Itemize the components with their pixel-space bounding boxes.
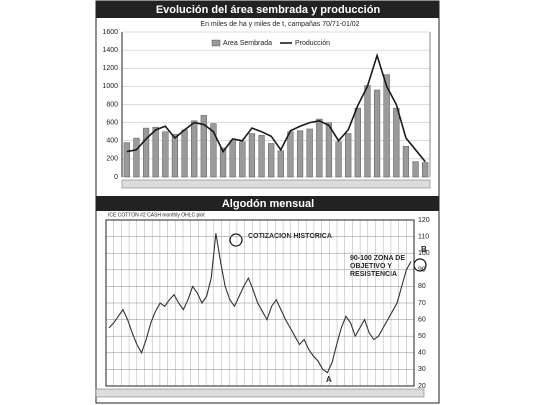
bar	[373, 89, 381, 178]
title-bar	[96, 196, 439, 211]
bar	[296, 130, 304, 178]
bar	[402, 145, 410, 178]
bar	[229, 140, 236, 178]
bar	[200, 115, 207, 178]
bar	[219, 147, 227, 178]
line	[126, 52, 426, 163]
y-tick-label: 110	[418, 233, 429, 240]
annotation: COTIZACION HISTORICA	[248, 233, 332, 240]
bar	[354, 107, 361, 178]
highlight-circle	[229, 233, 243, 247]
bar	[412, 161, 419, 178]
y-tick-label: 1200	[102, 65, 118, 72]
y-tick-label: 80	[418, 283, 426, 290]
bar	[383, 74, 390, 178]
y-tick-label: 30	[418, 366, 426, 373]
chart-title: Evolución del área sembrada y producción	[156, 4, 381, 16]
bar	[422, 162, 429, 178]
bar	[325, 122, 333, 178]
bar	[345, 133, 352, 178]
annotation: A	[326, 375, 332, 384]
bar	[162, 131, 169, 178]
y-tick-label: 40	[418, 350, 426, 357]
y-tick-label: 100	[418, 250, 430, 257]
plot-frame	[105, 219, 415, 387]
bar	[210, 123, 217, 178]
bar	[335, 141, 342, 178]
legend-label: Producción	[295, 40, 330, 47]
y-tick-label: 1600	[102, 29, 118, 36]
bar	[181, 129, 188, 178]
bar	[142, 127, 150, 178]
chart-subtitle: ICE COTTON #2 CASH monthly OHLC plot	[108, 212, 205, 218]
annotation: 90-100 ZONA DE OBJETIVO Y RESISTENCIA	[350, 255, 405, 278]
y-tick-label: 50	[418, 333, 426, 340]
bar	[268, 143, 275, 178]
bar	[316, 118, 323, 178]
y-tick-label: 1400	[102, 47, 118, 54]
y-tick-label: 200	[106, 156, 118, 163]
y-tick-label: 400	[106, 138, 118, 145]
bar	[239, 141, 246, 178]
bar	[133, 137, 140, 178]
bar	[287, 131, 294, 178]
y-tick-label: 600	[106, 119, 118, 126]
bar	[306, 128, 313, 178]
bar	[277, 150, 284, 178]
y-tick-label: 1000	[102, 83, 118, 90]
annotation: B	[421, 245, 427, 254]
bar	[152, 126, 159, 178]
chart-title: Algodón mensual	[222, 198, 314, 210]
bar	[248, 133, 256, 178]
bar	[123, 142, 130, 178]
bar	[393, 107, 400, 178]
x-axis-strip	[95, 388, 425, 398]
y-tick-label: 60	[418, 316, 426, 323]
y-tick-label: 70	[418, 300, 426, 307]
bar	[171, 134, 179, 178]
y-tick-label: 120	[418, 217, 430, 224]
bar	[191, 120, 198, 178]
bar	[364, 85, 371, 178]
line	[108, 233, 412, 374]
y-tick-label: 20	[418, 383, 426, 390]
bar	[258, 135, 265, 178]
x-axis-strip	[121, 179, 431, 189]
y-tick-label: 0	[114, 174, 118, 181]
legend-swatch	[211, 39, 221, 47]
title-bar	[96, 1, 439, 18]
y-tick-label: 800	[106, 101, 118, 108]
chart-subtitle: En miles de ha y miles de t, campañas 70…	[200, 21, 359, 28]
legend-label: Area Sembrada	[223, 40, 272, 47]
y-tick-label: 90	[418, 267, 426, 274]
